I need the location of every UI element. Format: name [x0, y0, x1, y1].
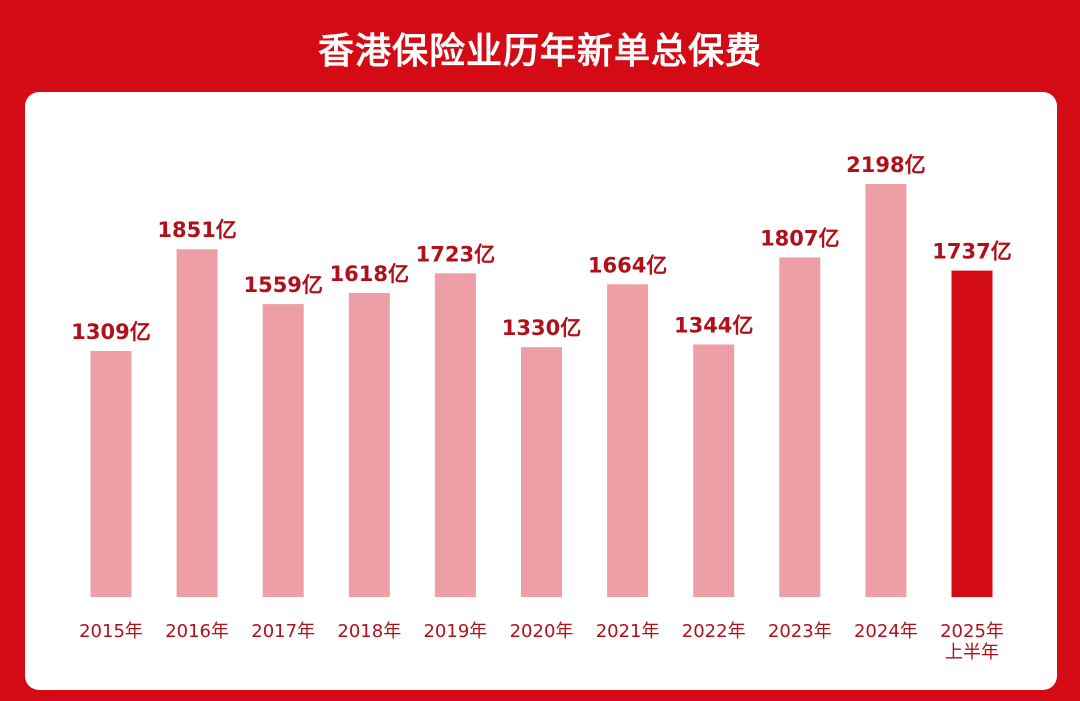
category-label-8: 2023年 [768, 621, 832, 642]
bar-0 [90, 351, 132, 597]
bar-3 [348, 293, 390, 597]
category-label-2: 2017年 [251, 621, 315, 642]
value-label-1: 1851亿 [157, 218, 236, 242]
category-label-5: 2020年 [510, 621, 574, 642]
value-label-5: 1330亿 [502, 316, 581, 340]
value-label-10: 1737亿 [932, 240, 1011, 264]
value-label-6: 1664亿 [588, 253, 667, 277]
bar-1 [176, 249, 218, 597]
bar-4 [434, 273, 476, 597]
category-label-0: 2015年 [79, 621, 143, 642]
bar-2 [262, 304, 304, 597]
bar-5 [521, 347, 562, 597]
value-label-9: 2198亿 [846, 153, 925, 177]
chart-title: 香港保险业历年新单总保费 [317, 31, 762, 72]
category-label-6: 2021年 [596, 621, 660, 642]
category-label-4: 2019年 [423, 621, 487, 642]
category-label-9: 2024年 [854, 621, 918, 642]
bar-6 [607, 284, 649, 597]
bar-9 [865, 184, 907, 597]
value-label-3: 1618亿 [330, 262, 409, 286]
category-label-7: 2022年 [682, 621, 746, 642]
bar-7 [693, 344, 735, 597]
chart-panel: 1309亿 2015年 1851亿 2016年 1559亿 2017年 1618亿 2018年… [25, 92, 1057, 690]
bar-10 [951, 270, 993, 597]
category-label-10: 2025年上半年 [940, 621, 1004, 663]
category-label-1: 2016年 [165, 621, 229, 642]
category-label-3: 2018年 [337, 621, 401, 642]
value-label-4: 1723亿 [416, 242, 495, 266]
bar-8 [779, 257, 821, 597]
value-label-2: 1559亿 [243, 273, 322, 297]
value-label-8: 1807亿 [760, 227, 839, 251]
value-label-0: 1309亿 [71, 320, 150, 344]
bar-chart: 1309亿 2015年 1851亿 2016年 1559亿 2017年 1618亿 2018年… [71, 153, 1011, 663]
value-label-7: 1344亿 [674, 314, 753, 338]
